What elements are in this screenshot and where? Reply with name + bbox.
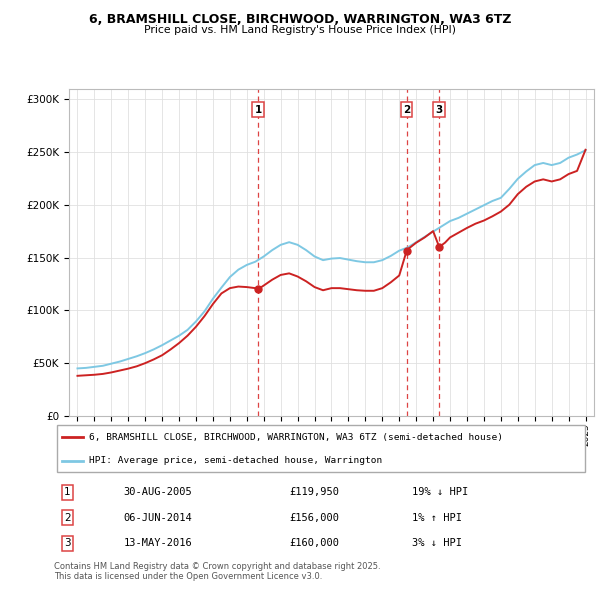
Text: 3% ↓ HPI: 3% ↓ HPI	[412, 538, 462, 548]
Text: 06-JUN-2014: 06-JUN-2014	[124, 513, 192, 523]
Text: 13-MAY-2016: 13-MAY-2016	[124, 538, 192, 548]
Text: 2: 2	[403, 104, 410, 114]
Text: 6, BRAMSHILL CLOSE, BIRCHWOOD, WARRINGTON, WA3 6TZ: 6, BRAMSHILL CLOSE, BIRCHWOOD, WARRINGTO…	[89, 13, 511, 26]
Text: £160,000: £160,000	[289, 538, 339, 548]
Text: £156,000: £156,000	[289, 513, 339, 523]
Text: 1: 1	[254, 104, 262, 114]
Text: 2: 2	[64, 513, 71, 523]
Text: 3: 3	[64, 538, 71, 548]
Text: Price paid vs. HM Land Registry's House Price Index (HPI): Price paid vs. HM Land Registry's House …	[144, 25, 456, 35]
FancyBboxPatch shape	[56, 425, 586, 473]
Text: 30-AUG-2005: 30-AUG-2005	[124, 487, 192, 497]
Text: Contains HM Land Registry data © Crown copyright and database right 2025.
This d: Contains HM Land Registry data © Crown c…	[54, 562, 380, 581]
Text: 19% ↓ HPI: 19% ↓ HPI	[412, 487, 468, 497]
Text: £119,950: £119,950	[289, 487, 339, 497]
Text: 1% ↑ HPI: 1% ↑ HPI	[412, 513, 462, 523]
Text: 3: 3	[436, 104, 443, 114]
Text: 1: 1	[64, 487, 71, 497]
Text: HPI: Average price, semi-detached house, Warrington: HPI: Average price, semi-detached house,…	[89, 457, 382, 466]
Text: 6, BRAMSHILL CLOSE, BIRCHWOOD, WARRINGTON, WA3 6TZ (semi-detached house): 6, BRAMSHILL CLOSE, BIRCHWOOD, WARRINGTO…	[89, 432, 503, 441]
